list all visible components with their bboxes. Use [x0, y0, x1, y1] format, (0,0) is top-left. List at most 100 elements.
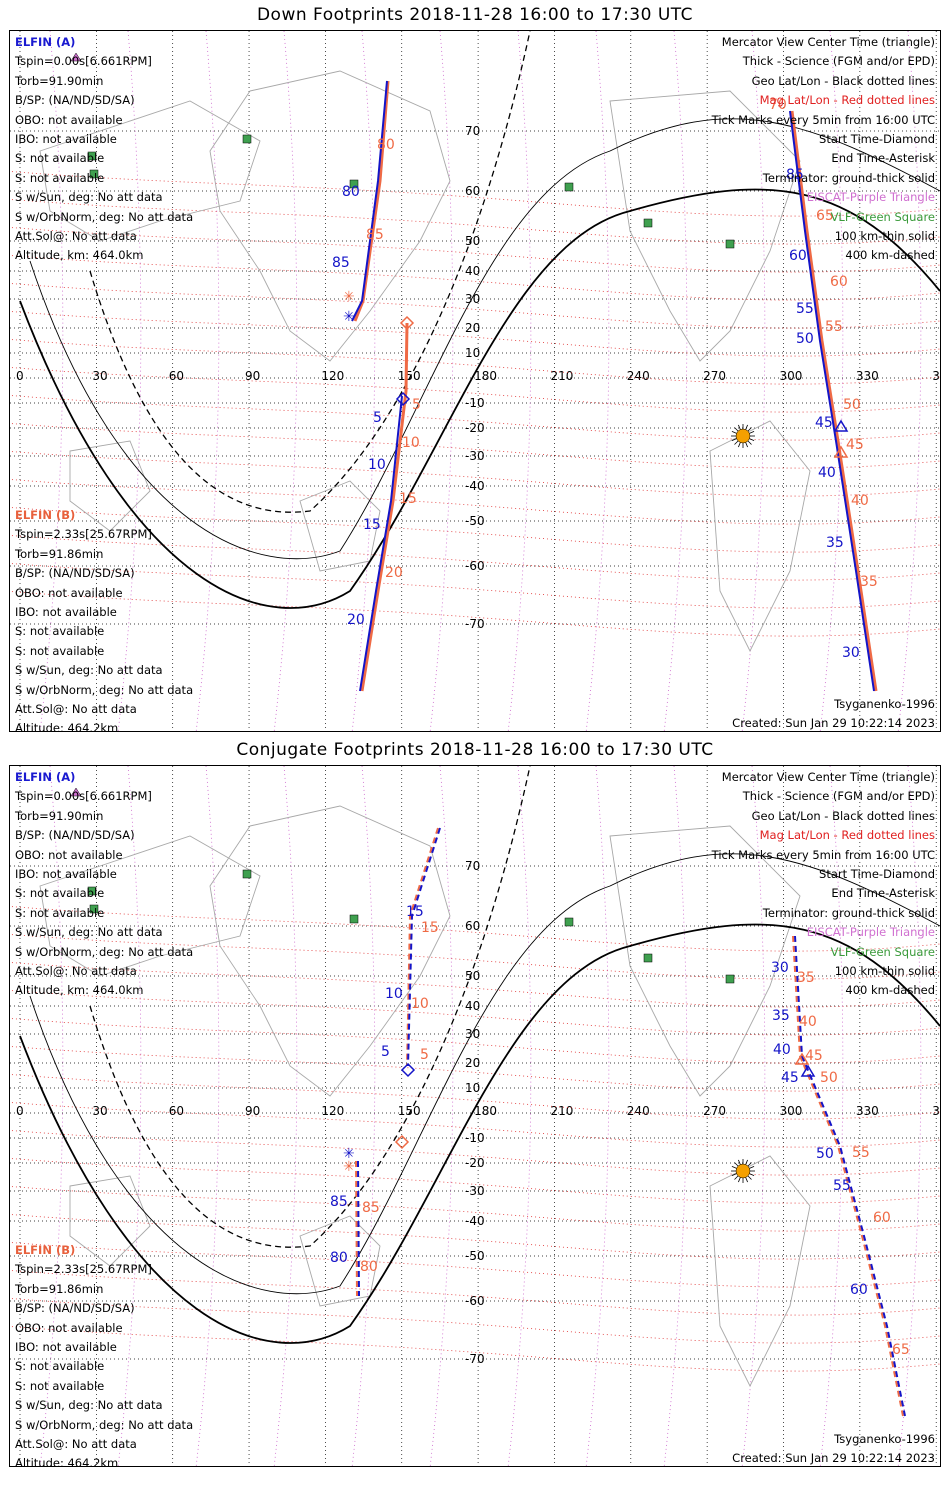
lat-tick-label: -30	[465, 449, 485, 463]
mag-lat-line	[10, 1130, 940, 1176]
created-label: Created: Sun Jan 29 10:22:14 2023	[732, 716, 935, 731]
mag-lat-line	[10, 1326, 940, 1372]
mag-lat-line	[10, 395, 940, 441]
tick-label-b: 70	[769, 97, 787, 113]
footer-right: Tsyganenko-1996 Created: Sun Jan 29 10:2…	[732, 695, 935, 731]
tick-label-b: 5	[420, 1047, 429, 1063]
terminator-100km	[29, 853, 940, 1295]
mag-lon-line	[195, 766, 220, 1466]
lon-tick-label: 180	[474, 1104, 497, 1118]
info-line: S w/OrbNorm, deg: No att data	[15, 944, 194, 959]
lon-tick-label: 330	[856, 369, 879, 383]
tick-label-a: 50	[796, 331, 814, 347]
lon-tick-label: 240	[627, 1104, 650, 1118]
legend-item: VLF-Green Square	[830, 209, 935, 224]
legend-item: Terminator: ground-thick solid	[762, 905, 935, 920]
mag-lat-line	[10, 339, 940, 385]
center-triangle-b	[794, 1052, 810, 1065]
vlf-station-marker	[349, 179, 359, 189]
lat-tick-label: 10	[465, 346, 480, 360]
end-asterisk-b: ✳	[343, 1159, 355, 1175]
lat-tick-label: -50	[465, 1249, 485, 1263]
terminator-400km	[89, 766, 531, 1248]
mag-lat-line	[10, 591, 940, 637]
lat-tick-label: 40	[465, 264, 480, 278]
mag-lon-line	[585, 31, 610, 731]
mag-lat-line	[10, 451, 940, 497]
panel-title-down: Down Footprints 2018-11-28 16:00 to 17:3…	[256, 5, 694, 25]
lat-tick-label: -40	[465, 1214, 485, 1228]
mag-lon-line	[429, 31, 454, 731]
elfin-a-track	[794, 935, 906, 1417]
legend-item: End Time-Asterisk	[831, 886, 935, 901]
mag-lat-line	[10, 479, 940, 525]
lat-tick-label: 30	[465, 1027, 480, 1041]
tick-label-b: 50	[820, 1070, 838, 1086]
legend-item: Mag Lat/Lon - Red dotted lines	[759, 93, 935, 108]
vlf-station-marker	[87, 886, 97, 896]
tick-label-a: 15	[363, 517, 381, 533]
lon-tick-label: 60	[169, 1104, 184, 1118]
tick-label-b: 15	[421, 920, 439, 936]
mag-lat-line	[10, 535, 940, 581]
info-line: S w/OrbNorm, deg: No att data	[15, 209, 194, 224]
mag-lat-line	[10, 227, 940, 273]
elfin-a-track	[357, 1160, 360, 1297]
created-label: Created: Sun Jan 29 10:22:14 2023	[732, 1451, 935, 1466]
start-diamond-b	[394, 1134, 410, 1150]
lon-tick-label: 330	[856, 1104, 879, 1118]
map-canvas: 0 30 60 90 120 150 180 210 240 270 300 330 360 70 60 50…	[10, 31, 941, 731]
lat-tick-label: 30	[465, 292, 480, 306]
continent-outline	[709, 420, 811, 653]
mag-lon-line	[663, 31, 688, 731]
info-line: S w/Sun, deg: No att data	[15, 925, 163, 940]
info-line: S w/Sun, deg: No att data	[15, 663, 163, 678]
mag-lat-line	[10, 311, 940, 357]
vlf-station-marker	[89, 169, 99, 179]
mag-lon-line	[273, 31, 298, 731]
continent-outline	[299, 1215, 381, 1307]
continent-outline	[69, 1175, 151, 1267]
mag-lon-line	[507, 31, 532, 731]
info-line: Tspin=0.00s[6.661RPM]	[15, 789, 152, 804]
mag-lon-line	[507, 766, 532, 1466]
tick-label-b: 10	[402, 435, 420, 451]
lon-tick-label: 120	[321, 1104, 344, 1118]
mag-lon-line	[273, 766, 298, 1466]
tick-label-a: 80	[330, 1250, 348, 1266]
lon-tick-label: 0	[16, 1104, 24, 1118]
legend-item: Thick - Science (FGM and/or EPD)	[742, 54, 935, 69]
lat-tick-label: -60	[465, 559, 485, 573]
elfin-a-track	[789, 110, 875, 692]
lat-tick-label: -70	[465, 617, 485, 631]
lon-tick-label: 90	[245, 369, 260, 383]
info-line: IBO: not available	[15, 867, 117, 882]
lat-tick-label: -40	[465, 479, 485, 493]
lon-tick-label: 90	[245, 1104, 260, 1118]
mag-lat-line	[10, 423, 940, 469]
info-line: S w/OrbNorm, deg: No att data	[15, 682, 194, 697]
lat-tick-label: 10	[465, 1081, 480, 1095]
elfin-b-track	[792, 935, 904, 1417]
center-triangle-a	[800, 1064, 816, 1077]
continent-outline	[709, 1155, 811, 1388]
info-line: Torb=91.90min	[15, 73, 104, 88]
start-diamond-a	[395, 391, 411, 407]
legend: Mercator View Center Time (triangle) Thi…	[712, 33, 935, 266]
tick-label-b: 20	[385, 565, 403, 581]
model-label: Tsyganenko-1996	[834, 697, 935, 711]
footer-right: Tsyganenko-1996 Created: Sun Jan 29 10:2…	[732, 1430, 935, 1466]
elfin-a-track	[351, 80, 388, 322]
tick-label-a: 40	[773, 1042, 791, 1058]
tick-label-a: 60	[850, 1282, 868, 1298]
elfin-b-track	[353, 80, 390, 322]
info-line: Att.Sol@: No att data	[15, 1437, 137, 1452]
tick-label-b: 45	[805, 1048, 823, 1064]
mag-lon-line	[195, 31, 220, 731]
mag-lat-line	[10, 1158, 940, 1204]
lon-tick-label: 360	[932, 369, 941, 383]
mag-lat-line	[10, 255, 940, 301]
info-line: Tspin=0.00s[6.661RPM]	[15, 54, 152, 69]
legend-item: Tick Marks every 5min from 16:00 UTC	[711, 112, 935, 127]
lat-tick-label: -20	[465, 1156, 485, 1170]
